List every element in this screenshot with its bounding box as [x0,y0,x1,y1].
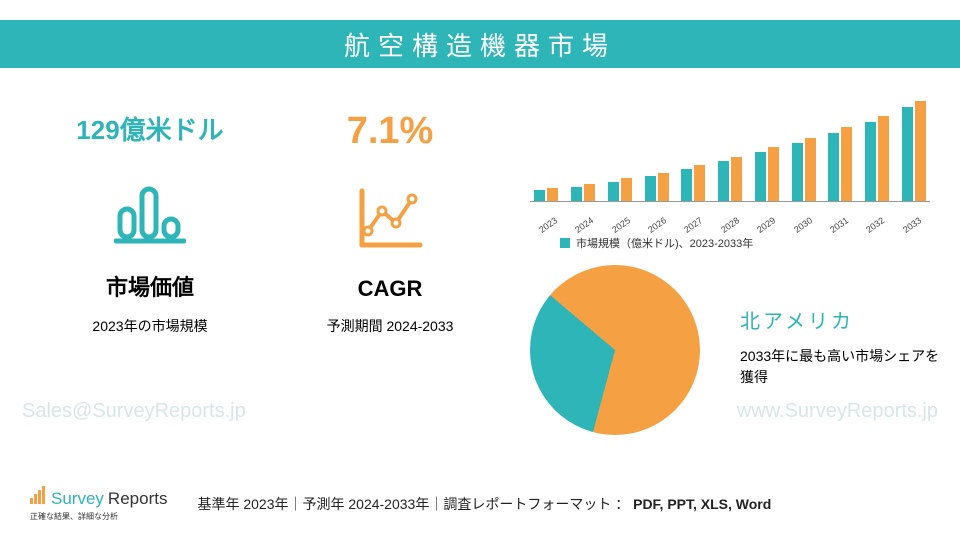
logo-tagline: 正確な結果、詳細な分析 [30,511,167,522]
cagr-number: 7.1% [290,110,490,153]
header-band: 航空構造機器市場 [0,20,960,68]
footer-prefix: 基準年 2023年｜予測年 2024-2033年｜調査レポートフォーマット ： [197,496,633,512]
page-title: 航空構造機器市場 [344,26,616,63]
bar-group [897,101,930,201]
bar-chart-legend: 市場規模（億米ドル)、2023-2033年 [560,235,753,251]
watermark-right: www.SurveyReports.jp [737,400,938,423]
bar-group [567,184,600,201]
bar-group [787,138,820,201]
x-axis-label: 2031 [821,210,857,239]
bar-series-b [584,184,595,201]
cagr-sub: 予測期間 2024-2033 [290,316,490,336]
bar-series-b [805,138,816,201]
x-axis-label: 2032 [858,210,894,239]
bar-series-b [915,101,926,201]
bar-series-a [608,182,619,201]
bar-series-b [547,188,558,201]
bar-series-b [621,178,632,201]
logo-reports-text: Reports [108,489,168,509]
footer-formats: PDF, PPT, XLS, Word [633,496,771,512]
footer: Survey Reports 正確な結果、詳細な分析 基準年 2023年｜予測年… [30,486,930,522]
market-value-block: 129億米ドル 市場価値 2023年の市場規模 [50,110,250,336]
bar-group [714,157,747,201]
bar-series-b [658,173,669,201]
bar-series-a [828,133,839,201]
bar-series-a [865,122,876,201]
bar-chart: 2023202420252026202720282029203020312032… [530,80,930,230]
bar-series-a [718,161,729,201]
legend-swatch [560,238,570,248]
x-axis-label: 2029 [749,210,785,239]
legend-label: 市場規模（億米ドル)、2023-2033年 [576,235,753,251]
bar-group [640,173,673,201]
bar-group [603,178,636,201]
market-value-number: 129億米ドル [50,110,250,147]
market-value-label: 市場価値 [50,270,250,302]
logo: Survey Reports 正確な結果、詳細な分析 [30,486,167,522]
bar-group [530,188,563,201]
bar-series-b [694,165,705,201]
pie-chart [530,265,710,445]
x-axis-label: 2033 [894,210,930,239]
bar-series-a [534,190,545,201]
stats-row: 129億米ドル 市場価値 2023年の市場規模 7.1% CA [50,110,490,336]
region-title: 北アメリカ [740,305,940,334]
bar-series-a [755,152,766,201]
bar-series-a [681,169,692,201]
bar-series-b [768,147,779,201]
bar-series-b [731,157,742,201]
bar-group [750,147,783,201]
region-block: 北アメリカ 2033年に最も高い市場シェアを獲得 [740,305,940,388]
footer-text: 基準年 2023年｜予測年 2024-2033年｜調査レポートフォーマット ： … [197,494,771,514]
logo-survey-text: Survey [51,489,104,509]
bar-series-b [878,116,889,201]
bar-series-b [841,127,852,201]
bar-chart-icon [50,175,250,250]
bar-group [677,165,710,201]
bar-group [861,116,894,201]
bar-series-a [792,143,803,201]
line-chart-icon [290,181,490,256]
bar-series-a [571,187,582,201]
market-value-sub: 2023年の市場規模 [50,316,250,336]
watermark-left: Sales@SurveyReports.jp [22,400,246,423]
logo-bars-icon [30,486,45,504]
region-sub: 2033年に最も高い市場シェアを獲得 [740,346,940,388]
bar-group [824,127,857,201]
x-axis-label: 2030 [785,210,821,239]
bar-series-a [902,107,913,201]
bar-series-a [645,176,656,201]
cagr-block: 7.1% CAGR 予測期間 2024-2033 [290,110,490,336]
cagr-label: CAGR [290,276,490,302]
